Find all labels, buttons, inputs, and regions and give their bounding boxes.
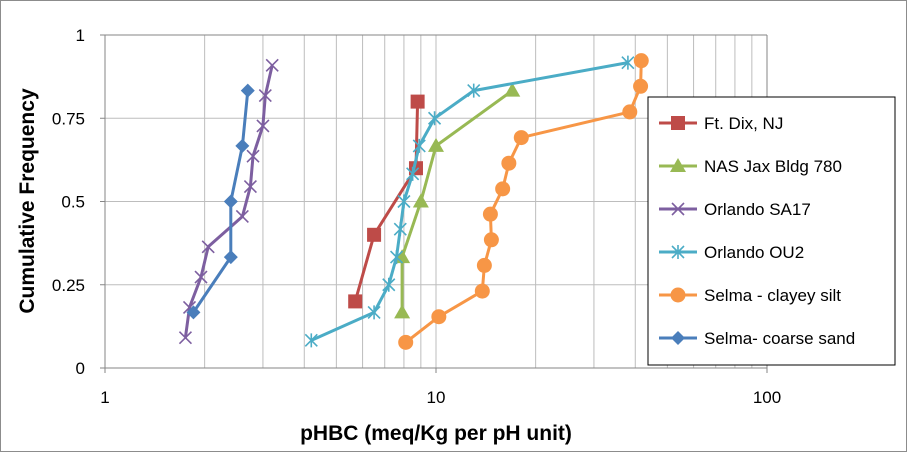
- data-point-nas-jax-bldg-780: [412, 193, 429, 208]
- series-orlando-ou2: [304, 55, 635, 348]
- legend-marker-orlando-ou2: [671, 245, 685, 259]
- x-tick-label: 1: [100, 388, 109, 407]
- legend-marker-orlando-sa17: [671, 202, 685, 216]
- data-point-orlando-sa17: [235, 209, 249, 224]
- data-point-orlando-sa17: [246, 149, 260, 163]
- legend-label-selma-clayey-silt: Selma - clayey silt: [704, 286, 841, 305]
- legend-item-nas-jax-bldg-780: NAS Jax Bldg 780: [659, 157, 842, 176]
- legend-marker-selma-clayey-silt: [670, 287, 686, 303]
- data-point-orlando-ou2: [621, 55, 635, 70]
- data-point-orlando-sa17: [201, 240, 215, 254]
- y-tick-label: 0.25: [52, 276, 85, 295]
- legend-marker-nas-jax-bldg-780: [670, 158, 686, 172]
- y-tick-label: 0.75: [52, 109, 85, 128]
- data-point-selma-clayey-silt: [633, 78, 649, 94]
- data-point-orlando-sa17: [243, 179, 257, 194]
- data-point-selma-clayey-silt: [398, 334, 414, 350]
- series-line-ft-dix-nj: [353, 101, 420, 302]
- data-point-orlando-ou2: [304, 333, 318, 348]
- data-point-orlando-sa17: [256, 119, 270, 133]
- data-point-nas-jax-bldg-780: [504, 82, 521, 97]
- series-selma-coarse-sand: [186, 83, 255, 320]
- data-point-selma-clayey-silt: [474, 283, 490, 299]
- series-ft-dix-nj: [348, 94, 425, 309]
- data-point-orlando-ou2: [389, 250, 404, 265]
- legend-marker-ft-dix-nj: [671, 116, 685, 130]
- data-point-selma-coarse-sand: [223, 250, 238, 265]
- legend-item-ft-dix-nj: Ft. Dix, NJ: [659, 114, 783, 133]
- data-point-orlando-sa17: [194, 270, 208, 284]
- legend-label-orlando-ou2: Orlando OU2: [704, 243, 804, 262]
- data-point-selma-clayey-silt: [622, 104, 638, 120]
- y-tick-label: 0.5: [61, 193, 85, 212]
- data-point-orlando-ou2: [397, 194, 411, 209]
- data-point-orlando-ou2: [412, 138, 426, 153]
- data-point-selma-clayey-silt: [431, 309, 447, 325]
- x-tick-label: 10: [427, 388, 446, 407]
- data-point-selma-clayey-silt: [483, 232, 499, 248]
- data-point-ft-dix-nj: [410, 94, 425, 109]
- y-tick-label: 1: [76, 26, 85, 45]
- legend: Ft. Dix, NJ NAS Jax Bldg 780 Orlando SA17 O…: [647, 96, 896, 366]
- legend-box: [647, 96, 896, 366]
- legend-item-orlando-ou2: Orlando OU2: [659, 243, 804, 262]
- legend-label-selma-coarse-sand: Selma- coarse sand: [704, 329, 855, 348]
- axes: 1 10 100 0 0.25 0.5 0.75 1: [52, 26, 781, 407]
- legend-item-selma-coarse-sand: Selma- coarse sand: [659, 329, 855, 348]
- data-point-selma-clayey-silt: [476, 257, 492, 273]
- data-point-nas-jax-bldg-780: [428, 137, 444, 152]
- data-point-orlando-ou2: [427, 111, 442, 126]
- data-point-orlando-ou2: [467, 83, 481, 98]
- y-axis-title: Cumulative Frequency: [16, 88, 39, 314]
- legend-label-ft-dix-nj: Ft. Dix, NJ: [704, 114, 783, 133]
- series-nas-jax-bldg-780: [394, 82, 521, 319]
- data-point-ft-dix-nj: [348, 294, 363, 309]
- data-point-selma-clayey-silt: [495, 181, 511, 197]
- data-point-orlando-ou2: [406, 166, 420, 181]
- data-point-selma-coarse-sand: [235, 138, 250, 153]
- x-tick-label: 100: [753, 388, 781, 407]
- data-point-selma-clayey-silt: [633, 53, 649, 69]
- legend-item-selma-clayey-silt: Selma - clayey silt: [659, 286, 841, 305]
- data-point-orlando-ou2: [367, 305, 381, 320]
- data-point-orlando-sa17: [178, 331, 193, 345]
- series-layer: [178, 53, 649, 350]
- legend-marker-selma-coarse-sand: [671, 331, 685, 345]
- data-point-orlando-sa17: [258, 89, 272, 103]
- series-line-orlando-sa17: [183, 64, 274, 338]
- legend-label-orlando-sa17: Orlando SA17: [704, 200, 811, 219]
- legend-item-orlando-sa17: Orlando SA17: [659, 200, 811, 219]
- data-point-selma-clayey-silt: [482, 206, 498, 222]
- y-tick-label: 0: [76, 359, 85, 378]
- x-axis-title: pHBC (meq/Kg per pH unit): [300, 422, 572, 445]
- data-point-selma-coarse-sand: [223, 194, 238, 209]
- data-point-selma-clayey-silt: [501, 155, 517, 171]
- data-point-ft-dix-nj: [367, 227, 382, 242]
- data-point-selma-clayey-silt: [513, 130, 529, 146]
- data-point-orlando-sa17: [265, 58, 279, 72]
- data-point-nas-jax-bldg-780: [394, 304, 411, 319]
- data-point-selma-coarse-sand: [240, 83, 255, 98]
- legend-label-nas-jax-bldg-780: NAS Jax Bldg 780: [704, 157, 842, 176]
- data-point-orlando-ou2: [393, 222, 407, 237]
- data-point-selma-coarse-sand: [186, 305, 201, 320]
- data-point-orlando-ou2: [382, 277, 396, 292]
- series-selma-clayey-silt: [398, 53, 649, 350]
